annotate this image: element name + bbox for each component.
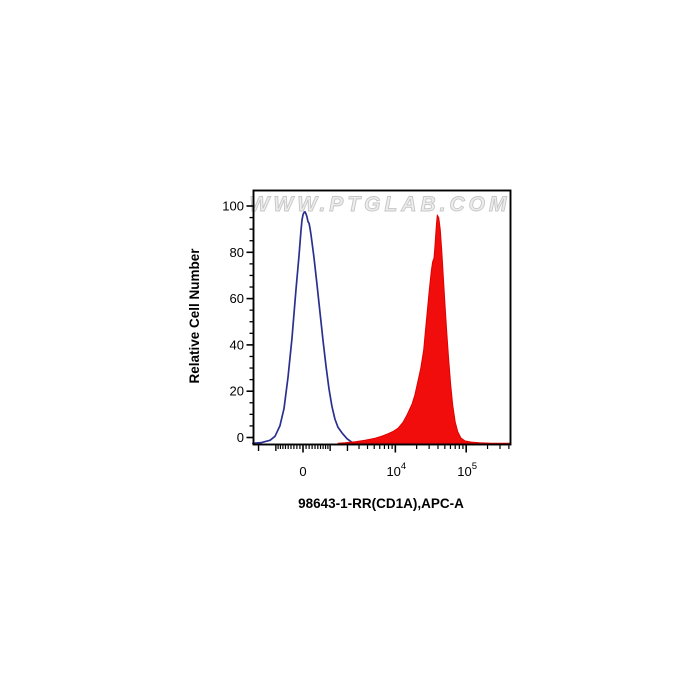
- x-tick-label-exponent: 5: [472, 461, 477, 472]
- x-tick-label: 104: [386, 461, 406, 479]
- y-tick-label: 20: [230, 384, 244, 399]
- y-tick-label: 80: [230, 245, 244, 260]
- plot-frame: [252, 189, 512, 446]
- y-tick-label: 100: [222, 199, 244, 214]
- x-tick-label: 105: [457, 461, 477, 479]
- control-curve: [251, 210, 356, 445]
- histogram-curves: [251, 210, 511, 445]
- x-axis-ticks: 0 104 105: [257, 445, 510, 479]
- y-axis-ticks: 0 20 40 60 80 100: [222, 199, 254, 445]
- y-axis-label: Relative Cell Number: [187, 248, 202, 384]
- y-tick-label: 0: [237, 430, 244, 445]
- x-tick-label: 0: [299, 464, 306, 479]
- plot-area: [253, 190, 511, 445]
- x-tick-label-base: 10: [386, 464, 400, 479]
- x-tick-label-base: 0: [299, 464, 306, 479]
- y-tick-label: 40: [230, 337, 244, 352]
- sample-curve: [337, 214, 511, 444]
- watermark-text: WWW.PTGLAB.COM: [250, 193, 511, 216]
- x-axis-title: 98643-1-RR(CD1A),APC-A: [298, 496, 464, 511]
- y-tick-label: 60: [230, 291, 244, 306]
- x-tick-label-exponent: 4: [401, 461, 406, 472]
- x-tick-label-base: 10: [457, 464, 471, 479]
